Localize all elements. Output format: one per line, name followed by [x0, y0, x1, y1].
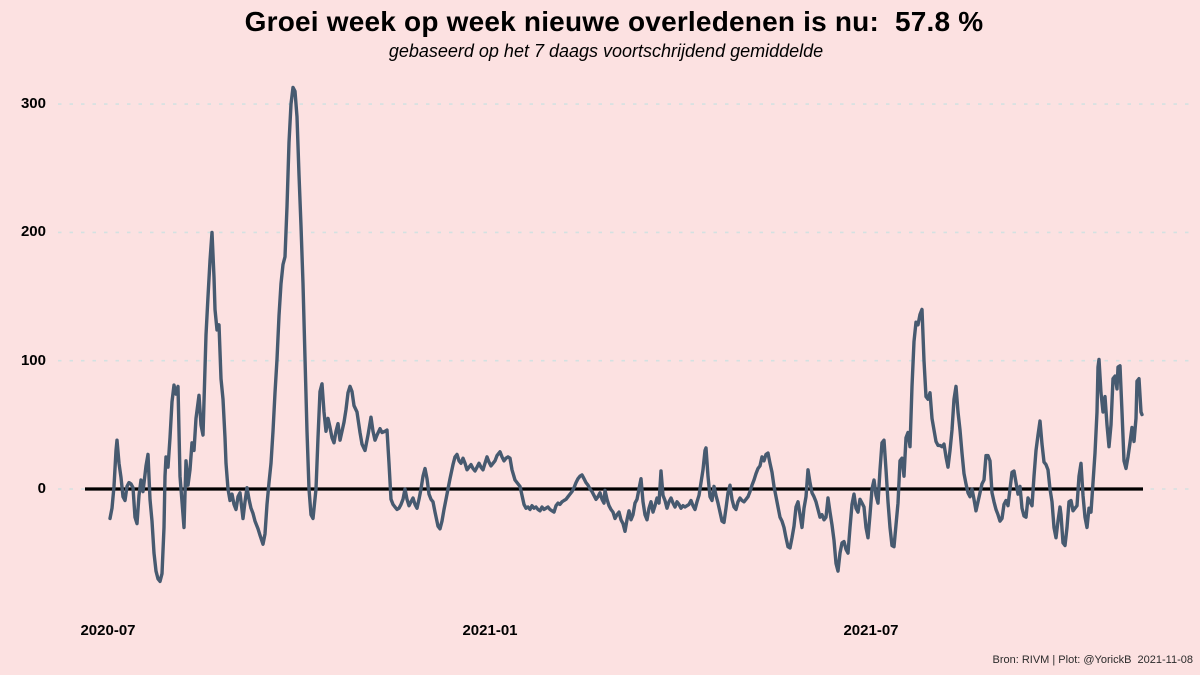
data-line	[108, 85, 1144, 584]
x-tick-label: 2021-07	[843, 622, 899, 639]
chart-subtitle: gebaseerd op het 7 daags voortschrijdend…	[388, 41, 824, 61]
y-tick-label: 300	[20, 95, 46, 113]
y-tick-label: 200	[20, 223, 46, 241]
x-tick-label: 2021-01	[462, 622, 518, 639]
y-tick-label: 100	[20, 351, 46, 369]
x-tick-label: 2020-07	[80, 622, 136, 639]
chart-caption: Bron: RIVM | Plot: @YorickB 2021-11-08	[992, 654, 1193, 666]
y-tick-label: 0	[37, 480, 46, 497]
chart-title: Groei week op week nieuwe overledenen is…	[244, 6, 984, 37]
